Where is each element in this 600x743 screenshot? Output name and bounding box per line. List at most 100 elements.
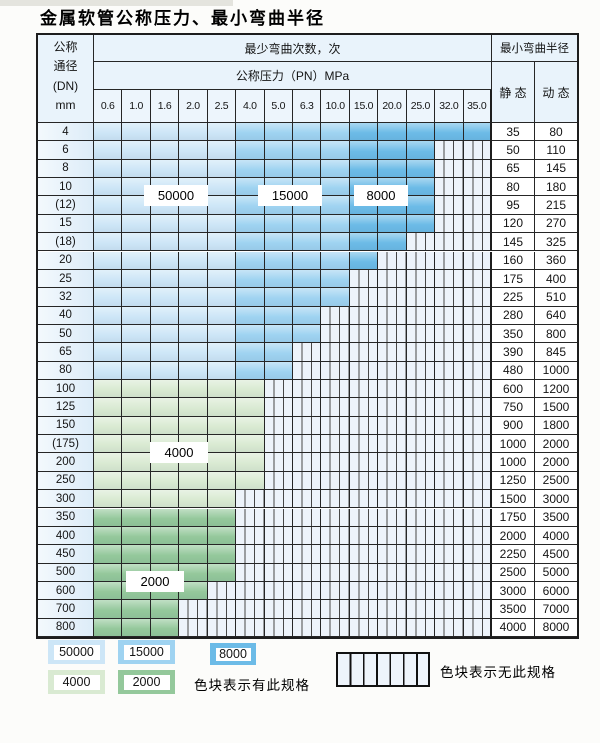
static-value-cell: 3500 [492, 600, 535, 619]
spec-cell [122, 306, 151, 325]
no-spec-cell [435, 361, 464, 380]
dn-cell: 50 [38, 324, 94, 344]
spec-cell [236, 269, 265, 289]
spec-cell [264, 233, 293, 252]
no-spec-cell [463, 490, 492, 509]
no-spec-cell [293, 435, 322, 454]
no-spec-cell [179, 600, 208, 619]
legend-swatch-label: 50000 [53, 644, 100, 660]
static-value-cell: 1000 [492, 435, 535, 454]
no-spec-cell [378, 398, 407, 417]
dn-cell: 40 [38, 306, 94, 325]
nominal-pressure-header: 公称压力（PN）MPa [94, 62, 492, 90]
spec-cell [207, 343, 237, 362]
spec-cell [264, 123, 293, 142]
dn-cell: 400 [38, 526, 94, 546]
spec-cell [122, 600, 151, 619]
spec-cell [179, 545, 208, 564]
no-spec-cell [349, 343, 379, 362]
spec-cell [94, 214, 123, 234]
spec-cell [94, 123, 123, 142]
spec-cell [293, 233, 322, 252]
spec-cell [94, 251, 123, 270]
no-spec-cell [293, 600, 322, 619]
no-spec-cell [321, 526, 350, 546]
spec-cell [293, 306, 322, 325]
spec-cell [236, 435, 265, 454]
no-spec-cell [293, 526, 322, 546]
dn-cell: 4 [38, 123, 94, 142]
dn-cell: 100 [38, 380, 94, 399]
spec-cell [207, 471, 237, 491]
no-spec-cell [463, 600, 492, 619]
no-spec-cell [435, 490, 464, 509]
no-spec-cell [406, 361, 436, 380]
static-value-cell: 145 [492, 233, 535, 252]
no-spec-cell [463, 618, 492, 637]
spec-cell [150, 361, 180, 380]
spec-cell [207, 435, 237, 454]
spec-cell [293, 251, 322, 270]
no-spec-cell [435, 453, 464, 472]
spec-cell [321, 288, 350, 307]
spec-cell [179, 141, 208, 160]
spec-cell [207, 233, 237, 252]
spec-cell [406, 141, 436, 160]
no-spec-cell [435, 288, 464, 307]
spec-cell [150, 214, 180, 234]
no-spec-cell [406, 453, 436, 472]
no-spec-cell [435, 178, 464, 197]
no-spec-cell [293, 361, 322, 380]
spec-cell [236, 416, 265, 436]
no-spec-cell [264, 618, 293, 637]
spec-cell [321, 178, 350, 197]
dn-cell: 20 [38, 251, 94, 270]
spec-cell [150, 159, 180, 179]
static-value-cell: 2500 [492, 563, 535, 582]
spec-cell [179, 508, 208, 527]
static-value-cell: 160 [492, 251, 535, 270]
no-spec-cell [321, 490, 350, 509]
no-spec-cell [349, 435, 379, 454]
spec-cell [293, 288, 322, 307]
dynamic-value-cell: 1500 [535, 398, 577, 417]
no-spec-cell [179, 618, 208, 637]
spec-cell [236, 159, 265, 179]
static-value-cell: 4000 [492, 618, 535, 637]
pressure-tick: 32.0 [435, 90, 464, 123]
dynamic-column-header: 动 态 [535, 62, 577, 123]
spec-cell [264, 288, 293, 307]
no-spec-cell [406, 380, 436, 399]
no-spec-cell [435, 343, 464, 362]
dn-cell: 65 [38, 343, 94, 362]
dynamic-value-cell: 1000 [535, 361, 577, 380]
no-spec-cell [463, 214, 492, 234]
no-spec-cell [406, 490, 436, 509]
no-spec-cell [406, 508, 436, 527]
no-spec-cell [463, 471, 492, 491]
no-spec-cell [463, 324, 492, 344]
pressure-tick: 1.0 [122, 90, 151, 123]
spec-cell [264, 141, 293, 160]
no-spec-cell [264, 563, 293, 582]
no-spec-cell [293, 508, 322, 527]
spec-cell [207, 490, 237, 509]
no-spec-cell [321, 435, 350, 454]
no-spec-cell [435, 251, 464, 270]
no-spec-cell [264, 581, 293, 601]
no-spec-cell [321, 471, 350, 491]
spec-cell [207, 416, 237, 436]
no-spec-cell [378, 453, 407, 472]
corner-header-dn: 公称 通径 (DN) mm [38, 35, 94, 123]
spec-cell [179, 361, 208, 380]
spec-cell [179, 343, 208, 362]
spec-cell [94, 196, 123, 215]
spec-cell [94, 600, 123, 619]
no-spec-cell [349, 361, 379, 380]
spec-cell [122, 251, 151, 270]
dn-cell: 450 [38, 545, 94, 564]
no-spec-cell [378, 545, 407, 564]
static-value-cell: 50 [492, 141, 535, 160]
spec-cell [321, 233, 350, 252]
spec-cell [94, 416, 123, 436]
